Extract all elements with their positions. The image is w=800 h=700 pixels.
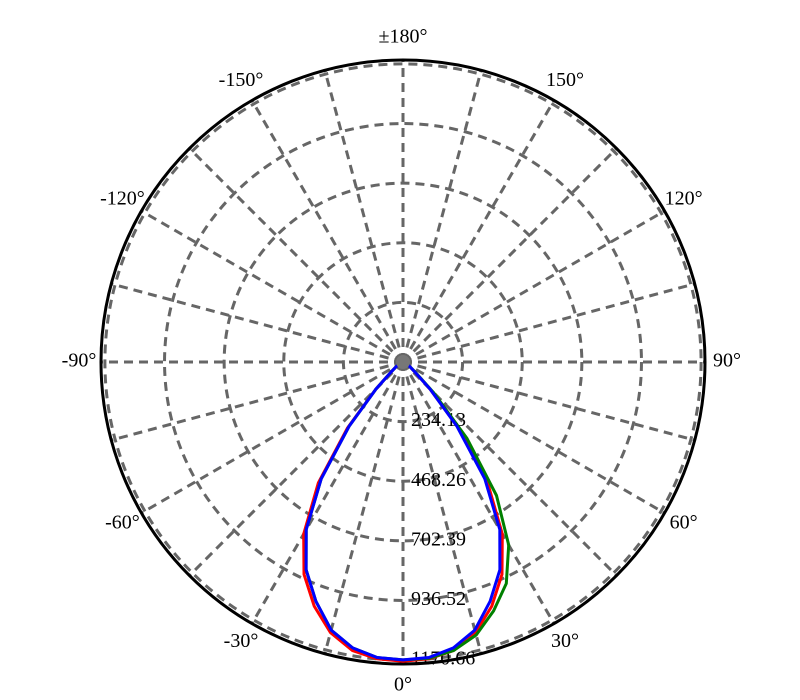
r-tick-label: 1170.66	[411, 648, 475, 670]
grid-spoke-minor	[323, 69, 405, 363]
center-dot	[396, 355, 410, 369]
theta-tick-label: 150°	[546, 69, 584, 91]
grid-spoke	[401, 361, 556, 625]
theta-tick-label: 0°	[394, 674, 412, 696]
grid-ring	[163, 122, 643, 602]
grid-spoke-minor	[110, 282, 404, 364]
r-tick-label: 702.39	[411, 528, 466, 550]
series-line	[304, 360, 502, 662]
theta-tick-label: 90°	[713, 350, 741, 372]
grid-spoke	[401, 99, 556, 363]
grid-ring	[341, 300, 465, 424]
r-tick-label: 234.13	[411, 409, 466, 431]
grid-spoke	[140, 360, 404, 515]
grid-ring	[282, 241, 524, 483]
grid-spoke-minor	[401, 361, 483, 655]
theta-tick-label: -60°	[105, 512, 140, 534]
grid-ring	[222, 181, 584, 543]
r-tick-label: 936.52	[411, 588, 466, 610]
theta-tick-label: -30°	[224, 630, 259, 652]
grid-spoke-minor	[188, 360, 405, 577]
grid-spoke	[402, 360, 666, 515]
grid-spoke-minor	[188, 147, 405, 364]
grid-spoke	[250, 99, 405, 363]
grid-spoke	[250, 361, 405, 625]
theta-tick-label: 30°	[551, 630, 579, 652]
theta-tick-label: 120°	[665, 188, 703, 210]
grid-spoke-minor	[401, 147, 618, 364]
r-tick-label: 468.26	[411, 469, 466, 491]
grid-spoke	[140, 209, 404, 364]
theta-tick-label: -120°	[100, 188, 145, 210]
grid-spoke-minor	[402, 282, 696, 364]
grid-spoke-minor	[323, 361, 405, 655]
grid-spoke-minor	[110, 360, 404, 442]
theta-tick-label: -90°	[62, 350, 97, 372]
theta-tick-label: -150°	[219, 69, 264, 91]
grid-spoke-minor	[402, 360, 696, 442]
grid-spoke-minor	[401, 69, 483, 363]
theta-tick-label: 60°	[670, 512, 698, 534]
grid-spoke	[402, 209, 666, 364]
outer-circle	[99, 58, 707, 666]
theta-tick-label: ±180°	[379, 26, 428, 48]
